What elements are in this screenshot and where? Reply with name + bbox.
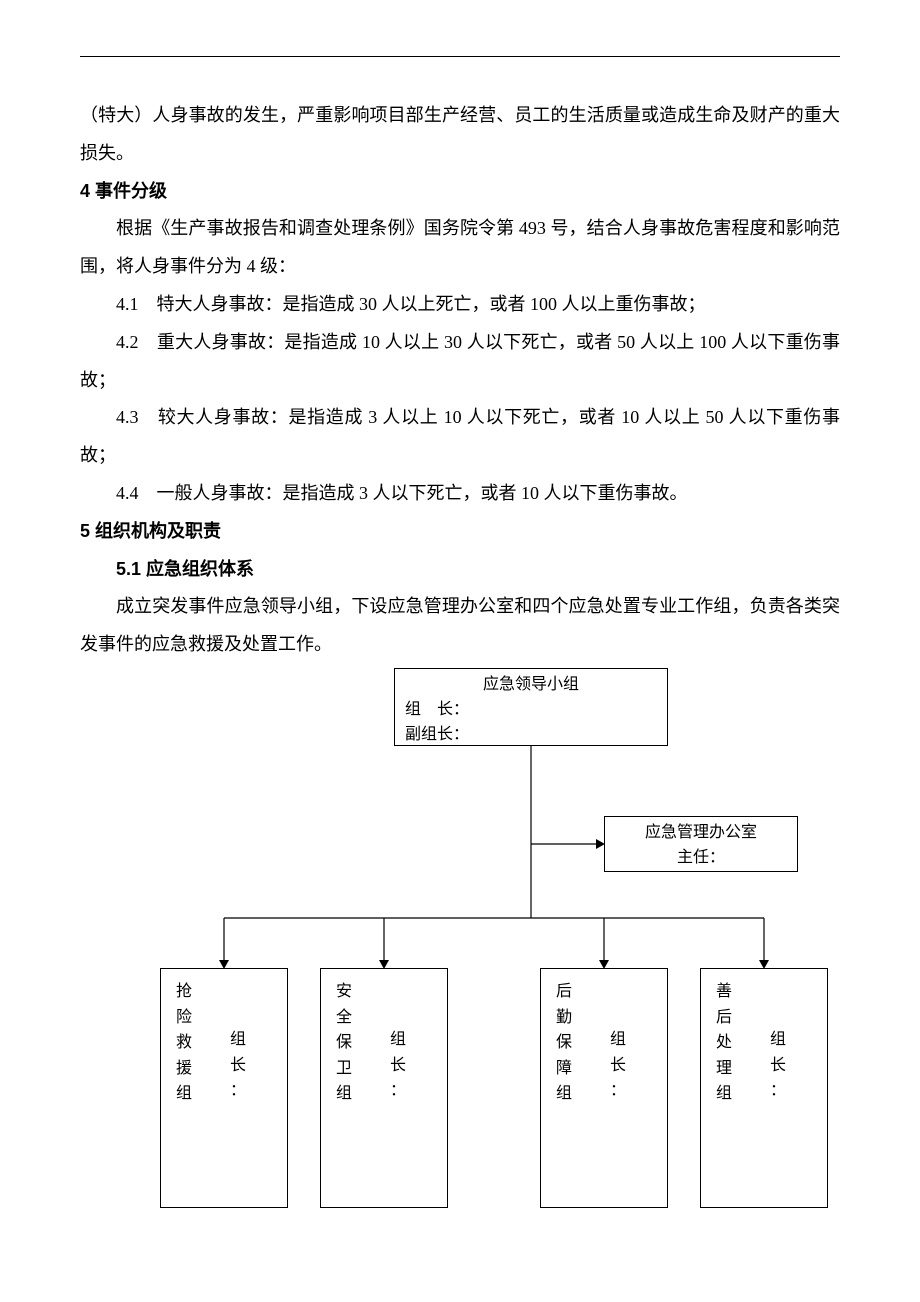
- node-office-director: 主任：: [615, 846, 787, 871]
- node-aftermath-group: 善 后 处 理 组 组 长 ：: [700, 968, 828, 1208]
- node-leadership-deputy: 副组长：: [405, 723, 657, 748]
- node-aftermath-role: 组 长 ：: [769, 1027, 787, 1104]
- section-4-heading: 4 事件分级: [80, 173, 840, 211]
- node-office-title: 应急管理办公室: [615, 821, 787, 846]
- section-4-intro: 根据《生产事故报告和调查处理条例》国务院令第 493 号，结合人身事故危害程度和…: [80, 210, 840, 286]
- item-4-2: 4.2 重大人身事故：是指造成 10 人以上 30 人以下死亡，或者 50 人以…: [80, 324, 840, 400]
- org-chart: 应急领导小组 组 长： 副组长： 应急管理办公室 主任： 抢 险 救 援 组 组…: [80, 668, 840, 1228]
- section-5-body: 成立突发事件应急领导小组，下设应急管理办公室和四个应急处置专业工作组，负责各类突…: [80, 588, 840, 664]
- section-5-1-heading: 5.1 应急组织体系: [80, 551, 840, 589]
- document-page: （特大）人身事故的发生，严重影响项目部生产经营、员工的生活质量或造成生命及财产的…: [0, 0, 920, 1268]
- node-rescue-group: 抢 险 救 援 组 组 长 ：: [160, 968, 288, 1208]
- node-logistics-group: 后 勤 保 障 组 组 长 ：: [540, 968, 668, 1208]
- item-4-4: 4.4 一般人身事故：是指造成 3 人以下死亡，或者 10 人以下重伤事故。: [80, 475, 840, 513]
- section-5-heading: 5 组织机构及职责: [80, 513, 840, 551]
- node-leadership-group: 应急领导小组 组 长： 副组长：: [394, 668, 668, 746]
- node-security-name: 安 全 保 卫 组: [335, 979, 353, 1107]
- node-security-role: 组 长 ：: [389, 1027, 407, 1104]
- intro-paragraph: （特大）人身事故的发生，严重影响项目部生产经营、员工的生活质量或造成生命及财产的…: [80, 97, 840, 173]
- node-management-office: 应急管理办公室 主任：: [604, 816, 798, 872]
- item-4-3: 4.3 较大人身事故：是指造成 3 人以上 10 人以下死亡，或者 10 人以上…: [80, 399, 840, 475]
- node-leadership-leader: 组 长：: [405, 698, 657, 723]
- node-logistics-role: 组 长 ：: [609, 1027, 627, 1104]
- header-rule: [80, 56, 840, 57]
- node-aftermath-name: 善 后 处 理 组: [715, 979, 733, 1107]
- node-rescue-role: 组 长 ：: [229, 1027, 247, 1104]
- node-leadership-title: 应急领导小组: [405, 673, 657, 698]
- item-4-1: 4.1 特大人身事故：是指造成 30 人以上死亡，或者 100 人以上重伤事故；: [80, 286, 840, 324]
- node-rescue-name: 抢 险 救 援 组: [175, 979, 193, 1107]
- node-security-group: 安 全 保 卫 组 组 长 ：: [320, 968, 448, 1208]
- node-logistics-name: 后 勤 保 障 组: [555, 979, 573, 1107]
